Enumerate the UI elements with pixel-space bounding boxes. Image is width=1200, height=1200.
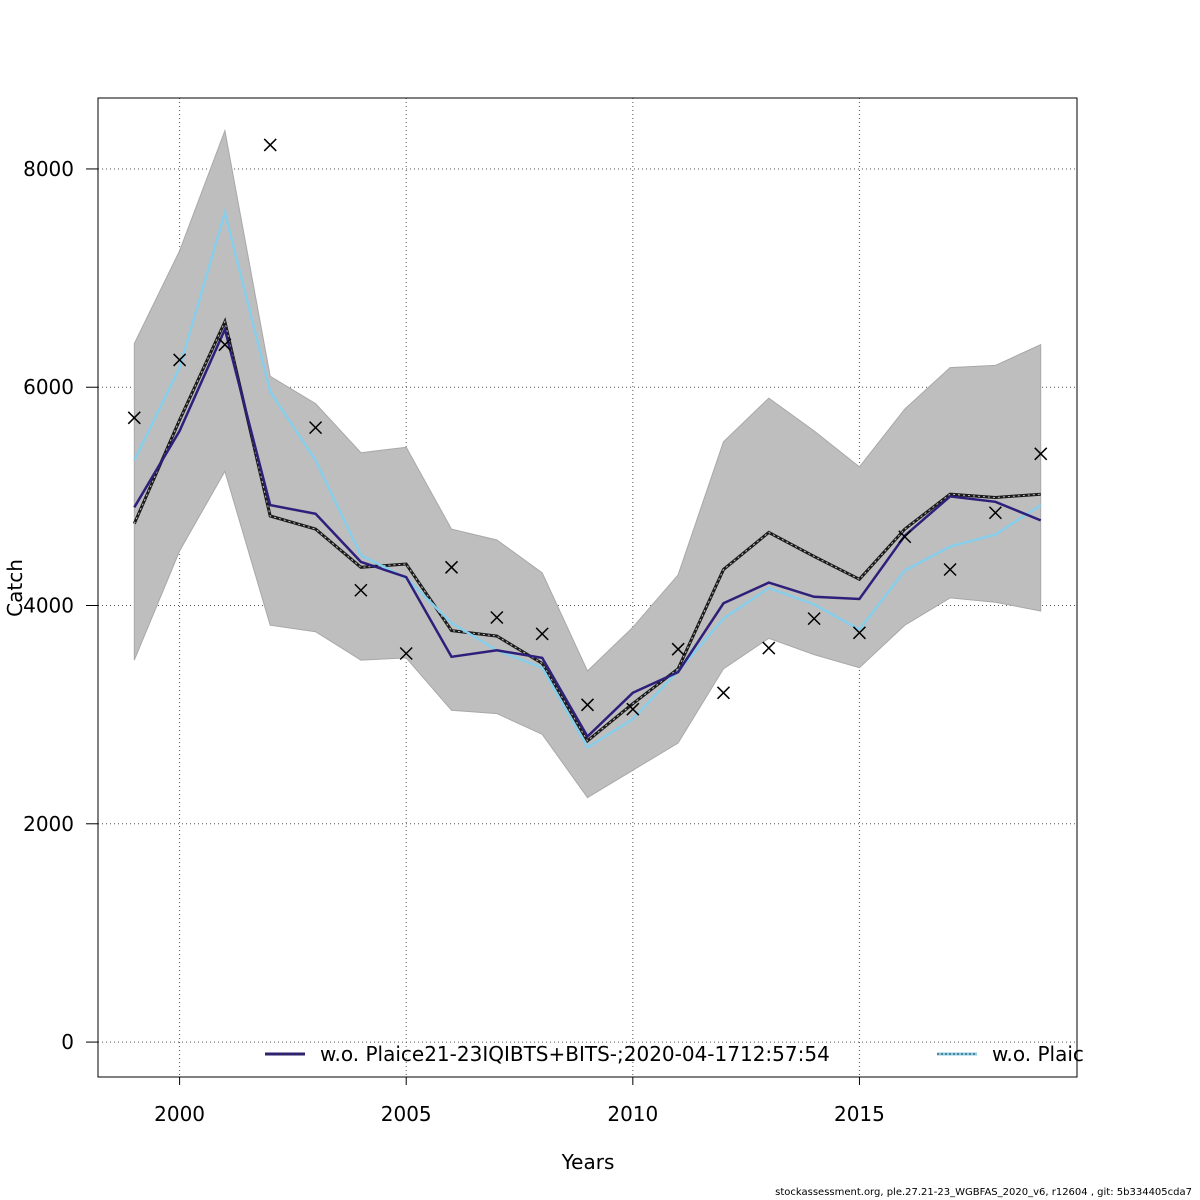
observation-marker <box>309 421 323 435</box>
y-tick-label: 6000 <box>23 375 74 399</box>
observation-marker <box>988 506 1002 520</box>
observation-marker <box>898 530 912 544</box>
observation-marker <box>490 610 504 625</box>
x-tick-label: 2010 <box>607 1102 658 1126</box>
confidence-band-area <box>133 128 1042 799</box>
observation-marker <box>444 560 459 574</box>
series-line-1 <box>133 325 1042 739</box>
confidence-band <box>133 128 1042 799</box>
legend-entry: w.o. Plaice21-23IQIBTS+BITS-;2020-04-171… <box>265 1042 830 1066</box>
y-tick-label: 4000 <box>23 594 74 618</box>
y-tick-label: 8000 <box>23 157 74 181</box>
observation-marker <box>173 353 187 367</box>
legend-entry: w.o. Plaic <box>937 1042 1084 1066</box>
y-axis-title: Catch <box>3 559 27 617</box>
observation-marker <box>263 138 277 152</box>
observation-marker <box>127 411 141 425</box>
observation-marker <box>716 686 731 700</box>
observation-marker <box>1034 447 1048 461</box>
y-tick-label: 0 <box>61 1030 74 1054</box>
x-axis-ticks: 2000 2005 2010 2015 <box>154 1077 885 1126</box>
y-tick-label: 2000 <box>23 812 74 836</box>
legend: w.o. Plaice21-23IQIBTS+BITS-;2020-04-171… <box>265 1042 1084 1066</box>
y-axis-ticks: 0 2000 4000 6000 8000 <box>23 157 98 1054</box>
observation-marker <box>762 641 776 655</box>
observation-marker <box>218 338 232 352</box>
observation-marker <box>807 612 821 626</box>
observation-marker <box>580 698 595 712</box>
footer-credit: stockassessment.org, ple.27.21-23_WGBFAS… <box>775 1187 1192 1198</box>
observation-marker <box>943 562 957 577</box>
x-tick-label: 2005 <box>381 1102 432 1126</box>
plot-frame <box>97 97 1078 1078</box>
series-line-2 <box>133 207 1042 750</box>
observation-marker <box>399 647 413 661</box>
series-lines <box>132 207 1042 750</box>
legend-label: w.o. Plaice21-23IQIBTS+BITS-;2020-04-171… <box>320 1042 830 1066</box>
observation-markers <box>127 138 1048 716</box>
observation-marker <box>626 702 640 716</box>
legend-label: w.o. Plaic <box>992 1042 1084 1066</box>
observation-marker <box>354 583 368 597</box>
series-line-estimate-dots <box>133 320 1041 742</box>
x-axis-title: Years <box>561 1150 615 1174</box>
observation-marker <box>535 627 549 641</box>
x-tick-label: 2015 <box>834 1102 885 1126</box>
x-tick-label: 2000 <box>154 1102 205 1126</box>
observation-marker <box>852 626 866 640</box>
observation-marker <box>671 642 685 656</box>
